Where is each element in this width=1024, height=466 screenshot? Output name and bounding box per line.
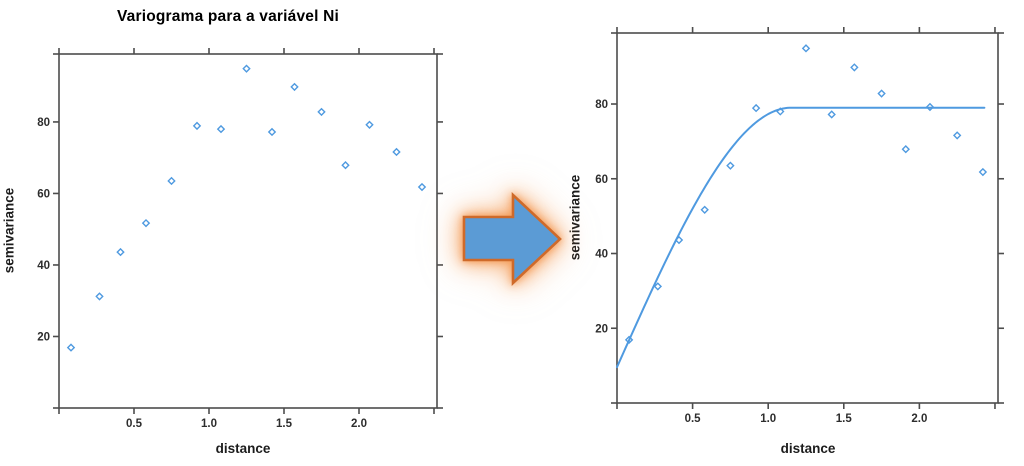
data-point	[925, 102, 935, 112]
x-tick-label: 2.0	[351, 418, 367, 430]
data-point	[290, 82, 299, 92]
data-point	[365, 120, 374, 129]
data-point	[978, 167, 988, 177]
y-tick-label: 80	[595, 99, 608, 111]
y-tick-label: 60	[37, 189, 50, 201]
data-point	[341, 161, 350, 170]
x-tick-label: 1.5	[836, 413, 853, 425]
data-point	[827, 110, 836, 119]
data-point	[167, 176, 176, 186]
data-point	[901, 145, 910, 154]
data-point	[95, 292, 104, 301]
right-x-axis-label: distance	[780, 441, 836, 456]
fitted-variogram-curve	[616, 106, 986, 369]
plot-box	[616, 32, 999, 404]
data-point	[392, 147, 401, 157]
x-tick-label: 1.0	[760, 413, 776, 425]
data-point	[417, 182, 427, 192]
data-point	[624, 335, 634, 345]
x-tick-label: 2.0	[911, 413, 927, 425]
data-point	[700, 205, 709, 214]
data-point	[267, 127, 277, 137]
y-tick-label: 20	[37, 332, 50, 344]
left-plot-title: Variograma para a variável Ni	[116, 8, 340, 25]
y-tick-label: 20	[595, 323, 608, 335]
data-point	[116, 247, 125, 257]
data-point	[776, 107, 785, 116]
plot-box	[58, 53, 438, 409]
y-tick-label: 80	[37, 117, 50, 129]
data-point	[751, 103, 761, 113]
x-tick-label: 0.5	[685, 413, 702, 425]
data-point	[317, 107, 326, 117]
data-point	[850, 63, 859, 72]
data-point	[66, 343, 76, 352]
data-point	[674, 235, 684, 245]
data-point	[952, 131, 962, 140]
data-point	[726, 161, 735, 170]
y-tick-label: 40	[595, 249, 608, 261]
x-tick-label: 0.5	[126, 418, 143, 430]
data-point	[141, 218, 151, 228]
data-point	[192, 121, 202, 131]
y-tick-label: 60	[595, 174, 608, 186]
data-point	[653, 282, 663, 291]
y-tick-label: 40	[37, 260, 50, 272]
data-point	[801, 44, 811, 53]
x-tick-label: 1.0	[201, 418, 217, 430]
data-point	[216, 124, 226, 134]
transform-arrow	[462, 192, 562, 286]
left-x-axis-label: distance	[215, 441, 271, 456]
right-arrow-icon	[462, 192, 562, 286]
data-point	[877, 89, 886, 98]
data-point	[242, 64, 251, 73]
left-y-axis-label: semivariance	[1, 187, 17, 274]
x-tick-label: 1.5	[276, 418, 293, 430]
